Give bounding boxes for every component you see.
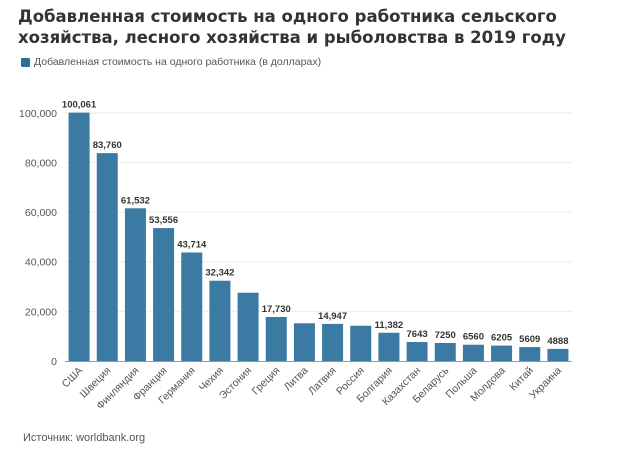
bar xyxy=(181,252,203,361)
x-tick-label: США xyxy=(60,365,86,391)
bar xyxy=(491,345,513,361)
data-label: 17,730 xyxy=(262,304,291,315)
bar xyxy=(209,280,231,361)
bar xyxy=(378,332,400,361)
data-label: 6205 xyxy=(491,333,513,344)
y-tick-label: 0 xyxy=(51,356,57,368)
data-label: 43,714 xyxy=(177,240,207,251)
y-tick-label: 20,000 xyxy=(25,306,57,318)
data-label: 11,382 xyxy=(375,320,404,331)
bar xyxy=(265,316,287,361)
bar xyxy=(68,112,90,361)
x-tick-label: Украина xyxy=(527,365,564,402)
bar xyxy=(547,348,569,361)
bar xyxy=(96,153,118,361)
data-label: 61,532 xyxy=(121,195,150,206)
bar xyxy=(519,347,541,361)
x-tick-label: Греция xyxy=(250,365,283,398)
source-note: Источник: worldbank.org xyxy=(23,432,146,444)
y-tick-label: 60,000 xyxy=(25,207,57,219)
bar xyxy=(462,344,484,361)
data-label: 5609 xyxy=(519,334,540,345)
y-tick-label: 80,000 xyxy=(25,157,57,169)
data-label: 32,342 xyxy=(205,268,234,279)
data-label: 4888 xyxy=(547,336,568,347)
chart-title: Добавленная стоимость на одного работник… xyxy=(18,7,566,47)
bar xyxy=(406,342,428,361)
bar xyxy=(124,208,146,361)
legend-label: Добавленная стоимость на одного работник… xyxy=(34,56,322,68)
legend: Добавленная стоимость на одного работник… xyxy=(21,56,321,68)
bar xyxy=(434,343,456,361)
data-label: 100,061 xyxy=(62,100,97,111)
data-label: 83,760 xyxy=(93,140,122,151)
y-tick-label: 100,000 xyxy=(19,108,57,120)
bar xyxy=(322,323,344,361)
bar xyxy=(237,292,259,361)
data-label: 7643 xyxy=(407,329,428,340)
bar xyxy=(153,228,175,361)
bar xyxy=(350,325,372,361)
x-tick-label: Латвия xyxy=(306,365,339,398)
legend-swatch xyxy=(21,57,30,67)
data-label: 53,556 xyxy=(149,215,178,226)
bar xyxy=(293,323,315,361)
data-label: 6560 xyxy=(463,332,484,343)
y-tick-label: 40,000 xyxy=(25,257,57,269)
data-label: 7250 xyxy=(435,330,456,341)
data-label: 14,947 xyxy=(318,311,347,322)
